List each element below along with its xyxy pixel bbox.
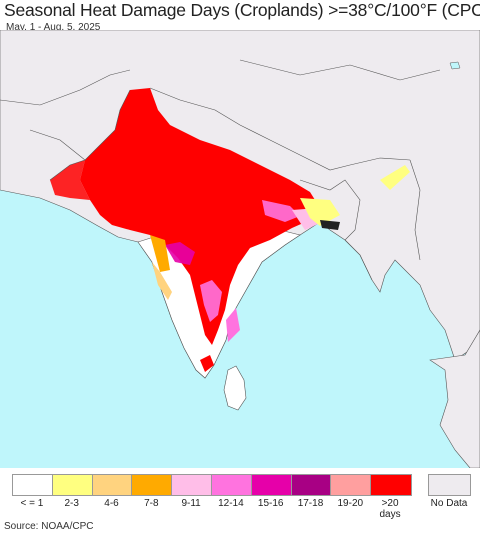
source-credit: Source: NOAA/CPC: [4, 521, 94, 532]
legend-swatch: [13, 475, 53, 495]
heat-region-2-3-days: [300, 198, 340, 226]
heat-region-15-16-days: [165, 242, 195, 265]
heat-region-2-3-days-northeast: [380, 165, 410, 190]
legend-label: 19-20: [337, 498, 364, 509]
legend-label: 9-11: [181, 498, 201, 509]
heat-region-12-14-days-east: [262, 200, 300, 222]
legend-label: 15-16: [257, 498, 284, 509]
legend: < = 1 2-3 4-6 7-8 9-11 12-14 15-16 17-18…: [0, 468, 480, 520]
heat-region-south-tip: [200, 355, 214, 372]
small-island: [449, 61, 461, 70]
legend-color-bar: [12, 474, 412, 496]
map-subtitle: May. 1 - Aug. 5, 2025: [6, 22, 101, 33]
heat-damage-map: [0, 30, 480, 468]
map-title: Seasonal Heat Damage Days (Croplands) >=…: [4, 0, 480, 20]
legend-swatch: [211, 475, 252, 495]
legend-swatch: [132, 475, 173, 495]
heat-region-west: [50, 160, 90, 200]
legend-swatch: [52, 475, 93, 495]
heat-region-4-6-days: [152, 262, 172, 300]
heat-region-east-coast: [226, 308, 240, 342]
legend-no-data-swatch: [428, 474, 471, 496]
legend-swatch: [331, 475, 372, 495]
legend-label: 17-18: [297, 498, 324, 509]
legend-label: >20 days: [379, 498, 401, 520]
legend-label: < = 1: [20, 498, 44, 509]
heat-region-12-14-days: [200, 280, 222, 322]
heat-region-7-8-days: [150, 235, 170, 272]
delta-coast: [320, 220, 340, 230]
legend-label: 12-14: [218, 498, 244, 509]
legend-swatch: [371, 475, 411, 495]
legend-no-data-label: No Data: [430, 498, 468, 509]
legend-swatch: [172, 475, 212, 495]
legend-swatch: [92, 475, 133, 495]
sri-lanka: [223, 365, 247, 411]
heat-region-over-20-days: [80, 88, 320, 345]
country-borders: [0, 59, 441, 281]
legend-swatch: [291, 475, 332, 495]
legend-label: 4-6: [104, 498, 119, 509]
legend-label: 2-3: [64, 498, 79, 509]
legend-swatch: [251, 475, 292, 495]
legend-label: 7-8: [144, 498, 159, 509]
land-southeast-asia: [429, 329, 480, 468]
legend-labels: < = 1 2-3 4-6 7-8 9-11 12-14 15-16 17-18…: [12, 498, 410, 520]
